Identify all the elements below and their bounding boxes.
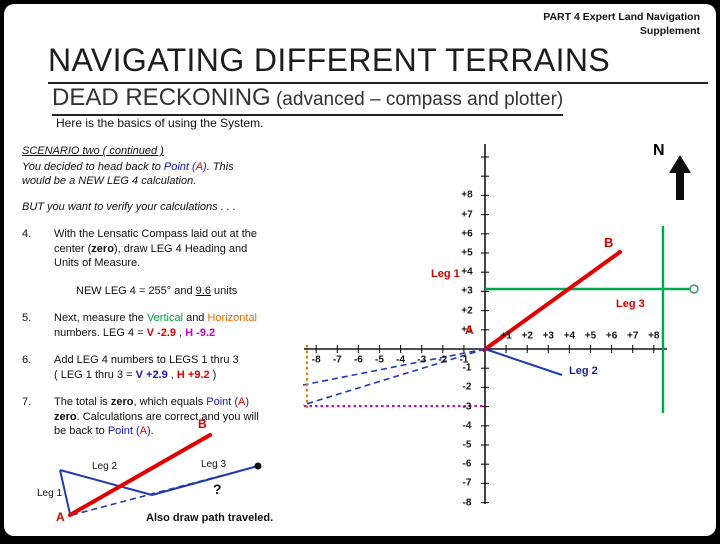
mini-question-label: ? [213, 481, 222, 497]
step-6-number: 6. [22, 354, 32, 367]
x-axis-label: +8 [648, 330, 660, 342]
subtitle-note: (advanced – compass and plotter) [270, 89, 564, 110]
y-axis-label: +7 [461, 209, 473, 221]
intro-text: Here is the basics of using the System. [56, 116, 264, 130]
mini-leg3-label: Leg 3 [201, 459, 227, 470]
mini-leg1-label: Leg 1 [37, 488, 63, 499]
page-title: NAVIGATING DIFFERENT TERRAINS [48, 42, 708, 84]
kicker: PART 4 Expert Land Navigation Supplement [543, 11, 700, 38]
y-axis-label: +8 [461, 189, 473, 201]
y-axis-label: +4 [461, 266, 473, 278]
mini-point-a-label: A [56, 510, 65, 524]
blue-dashed-lower-line [302, 348, 486, 406]
grid-point-b-label: B [604, 235, 614, 250]
y-axis-label: -5 [462, 439, 472, 451]
x-axis-label: +3 [542, 330, 554, 342]
new-leg-note: NEW LEG 4 = 255° and 9.6 units [76, 284, 238, 297]
slide: PART 4 Expert Land Navigation Supplement… [4, 4, 716, 536]
x-axis-label: -1 [459, 354, 469, 366]
grid-leg3-label: Leg 3 [616, 298, 645, 310]
y-axis-label: +5 [461, 247, 473, 259]
grid-leg2-label: Leg 2 [569, 365, 598, 377]
x-axis-label: -5 [375, 354, 384, 366]
y-axis-label: +2 [461, 305, 473, 317]
verify-text: BUT you want to verify your calculations… [22, 200, 236, 213]
y-axis-label: +3 [461, 285, 473, 297]
subtitle-main: DEAD RECKONING [52, 84, 271, 111]
blue-dashed-upper-line [302, 348, 486, 386]
north-label: N [653, 142, 665, 159]
blue-leg2-line [484, 348, 563, 376]
x-axis-label: -3 [417, 354, 427, 366]
x-axis-label: +6 [605, 330, 618, 342]
step-5-text: Next, measure the Vertical and Horizonta… [54, 312, 258, 339]
x-axis-label: -2 [438, 354, 448, 366]
mini-dashed-return-line [71, 465, 259, 516]
y-axis-label: -4 [462, 420, 472, 432]
mini-caption: Also draw path traveled. [146, 512, 274, 524]
instruction-column: SCENARIO two ( continued ) You decided t… [22, 144, 298, 439]
mini-point-b-label: B [198, 417, 207, 431]
page-subtitle: DEAD RECKONING (advanced – compass and p… [52, 84, 564, 116]
grid-point-a-label: A [465, 323, 474, 337]
grid-leg1-label: Leg 1 [431, 268, 460, 280]
kicker-line1: PART 4 Expert Land Navigation [543, 11, 700, 23]
mini-red-ab-line [68, 433, 212, 517]
step-4: 4. With the Lensatic Compass laid out at… [22, 227, 298, 271]
step-5-number: 5. [22, 312, 32, 325]
x-axis-label: -8 [311, 354, 321, 366]
step-6-text: Add LEG 4 numbers to LEGS 1 thru 3( LEG … [54, 354, 239, 381]
step-7: 7. The total is zero, which equals Point… [22, 395, 298, 439]
x-axis-label: -7 [332, 354, 342, 366]
y-axis-label: -2 [462, 381, 472, 393]
y-axis-label: -6 [462, 458, 472, 470]
scenario-heading: SCENARIO two ( continued ) [22, 145, 164, 157]
step-7-number: 7. [22, 396, 32, 409]
x-axis-label: +7 [626, 330, 639, 342]
step-4-text: With the Lensatic Compass laid out at th… [54, 228, 257, 270]
mini-leg2-label: Leg 2 [92, 461, 118, 472]
step-6: 6. Add LEG 4 numbers to LEGS 1 thru 3( L… [22, 353, 298, 382]
north-arrow-icon [669, 155, 691, 200]
axis-ticks [315, 156, 655, 504]
x-axis-label: +4 [563, 330, 576, 342]
x-axis-label: +5 [584, 330, 597, 342]
step-5: 5. Next, measure the Vertical and Horizo… [22, 311, 298, 340]
y-axis-label: -8 [462, 497, 472, 509]
y-axis-label: +6 [461, 228, 473, 240]
mini-endpoint-dot [254, 462, 262, 470]
x-axis-label: -6 [353, 354, 363, 366]
x-axis-label: +2 [521, 330, 533, 342]
step-4-number: 4. [22, 228, 32, 241]
red-leg-line [482, 250, 622, 352]
y-axis-label: -7 [462, 477, 472, 489]
mini-leg2-line [59, 469, 153, 496]
target-point-marker [689, 284, 699, 294]
mini-leg3-line [151, 465, 259, 496]
step-7-text: The total is zero, which equals Point (A… [54, 396, 259, 438]
y-axis-label: -3 [462, 401, 472, 413]
y-axis-label: -1 [462, 362, 472, 374]
scenario-body: You decided to head back to Point (A). T… [22, 160, 234, 188]
x-axis-label: -4 [396, 354, 406, 366]
x-axis-label: +1 [500, 330, 512, 342]
kicker-line2: Supplement [639, 24, 700, 37]
